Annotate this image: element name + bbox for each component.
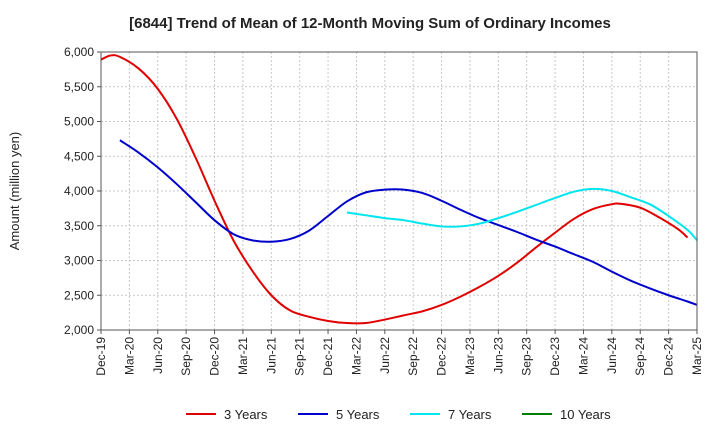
y-tick-label: 4,500 [64,149,94,163]
x-tick-label: Dec-22 [435,337,449,376]
legend-label-7-years: 7 Years [448,407,492,422]
series-line-3-years [100,54,689,325]
x-tick-label: Sep-23 [520,337,534,376]
y-tick-label: 5,000 [64,115,94,129]
x-tick-label: Dec-24 [662,337,676,376]
x-tick-label: Dec-23 [548,337,562,376]
x-tick-label: Jun-23 [491,337,505,374]
y-tick-label: 5,500 [64,80,94,94]
y-tick-label: 4,000 [64,184,94,198]
legend-label-3-years: 3 Years [224,407,268,422]
x-tick-label: Jun-22 [378,337,392,374]
x-tick-label: Dec-21 [321,337,335,376]
x-tick-label: Jun-21 [264,337,278,374]
x-tick-label: Jun-20 [151,337,165,374]
y-tick-label: 3,000 [64,254,94,268]
x-tick-labels: Dec-19 Mar-20 Jun-20 Sep-20 Dec-20 Mar-21 Jun-… [94,330,704,376]
x-tick-label: Dec-19 [94,337,108,376]
x-tick-label: Sep-22 [406,337,420,376]
series-line-7-years [346,187,698,242]
x-tick-label: Mar-23 [463,337,477,375]
y-tick-label: 6,000 [64,45,94,59]
x-tick-label: Mar-24 [576,337,590,375]
y-tick-label: 3,500 [64,219,94,233]
y-tick-label: 2,000 [64,323,94,337]
legend-label-10-years: 10 Years [560,407,611,422]
x-tick-label: Mar-21 [236,337,250,375]
x-tick-label: Sep-21 [293,337,307,376]
y-tick-label: 2,500 [64,288,94,302]
series-line-5-years [119,139,698,306]
x-tick-label: Mar-22 [349,337,363,375]
chart-title: [6844] Trend of Mean of 12-Month Moving … [129,15,611,32]
series-lines [100,54,698,325]
y-axis-label: Amount (million yen) [7,132,22,251]
x-tick-label: Mar-20 [122,337,136,375]
x-tick-label: Jun-24 [605,337,619,374]
x-tick-label: Mar-25 [690,337,704,375]
legend-label-5-years: 5 Years [336,407,380,422]
y-tick-labels: 2,000 2,500 3,000 3,500 4,000 4,500 5,000 5,500… [64,45,101,337]
x-tick-label: Sep-24 [633,337,647,376]
x-tick-label: Sep-20 [179,337,193,376]
legend: 3 Years 5 Years 7 Years 10 Years [186,407,611,422]
x-tick-label: Dec-20 [208,337,222,376]
